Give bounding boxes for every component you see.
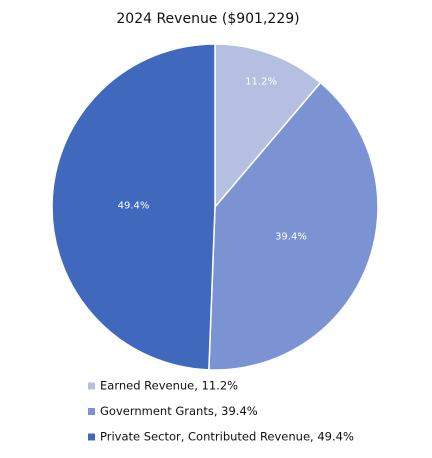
pie-slice [208, 81, 379, 371]
value-label: 49.4% [118, 200, 150, 211]
pie-slice [51, 43, 216, 371]
legend-swatch [88, 382, 95, 390]
legend-label: Government Grants, 39.4% [100, 404, 258, 418]
value-label: 11.2% [245, 77, 277, 88]
legend-swatch [88, 408, 95, 415]
chart-title: 2024 Revenue ($901,229) [116, 11, 299, 27]
legend-label: Earned Revenue, 11.2% [100, 379, 238, 393]
legend-swatch [88, 433, 95, 441]
value-label: 39.4% [275, 232, 307, 243]
pie-slice [214, 43, 322, 210]
legend-label: Private Sector, Contributed Revenue, 49.… [100, 430, 354, 444]
